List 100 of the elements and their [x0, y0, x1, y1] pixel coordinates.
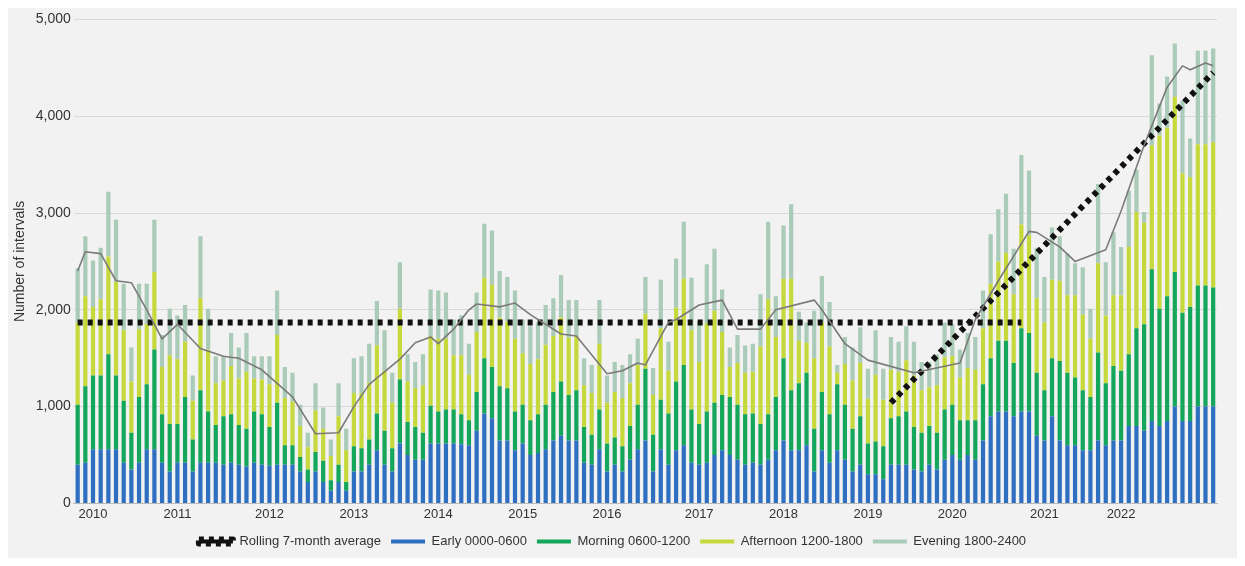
bar [735, 334, 740, 364]
bar [689, 330, 694, 410]
bar [244, 466, 249, 503]
bar [973, 420, 978, 460]
bar [428, 405, 433, 444]
bar [1203, 285, 1208, 407]
bar [221, 380, 226, 417]
bar [950, 404, 955, 455]
bar [459, 414, 464, 445]
bar [351, 446, 356, 472]
bar [850, 471, 855, 503]
legend-label: Early 0000-0600 [431, 533, 527, 549]
bar [658, 328, 663, 400]
bar [236, 378, 241, 425]
bar [236, 464, 241, 503]
bar [858, 464, 863, 503]
bar [489, 230, 495, 285]
bar [865, 398, 871, 444]
bar [466, 374, 472, 421]
bar [965, 455, 970, 503]
bar [359, 393, 364, 449]
bar [520, 353, 525, 405]
bar [996, 411, 1001, 503]
bar [635, 364, 640, 405]
bar [551, 392, 556, 441]
bar [1026, 333, 1032, 412]
bar [405, 455, 410, 503]
bar [528, 420, 533, 455]
bar [1057, 236, 1062, 281]
bar [988, 358, 993, 417]
bar [758, 464, 763, 503]
bar [1172, 406, 1177, 503]
bar [919, 471, 924, 503]
bar [850, 347, 855, 381]
bar [1172, 272, 1177, 407]
bar [627, 383, 633, 426]
bar [888, 336, 894, 370]
bar [704, 462, 709, 503]
bar [842, 459, 848, 503]
bar [1134, 169, 1139, 213]
bar [1011, 363, 1016, 417]
bar [413, 426, 418, 460]
bar [259, 464, 264, 503]
bar [750, 462, 755, 503]
bar [773, 336, 778, 397]
bar [612, 392, 617, 438]
bar [919, 432, 924, 472]
bar [305, 482, 310, 503]
bar [1195, 144, 1200, 286]
bar [328, 455, 333, 481]
bar [1080, 267, 1085, 315]
bar [436, 338, 441, 412]
x-tick-label: 2017 [684, 505, 714, 521]
bar [443, 338, 449, 410]
x-tick-label: 2012 [255, 505, 284, 521]
bar [152, 449, 157, 503]
bar [244, 428, 249, 467]
bar [528, 326, 533, 365]
bar [735, 363, 740, 405]
bar [658, 399, 663, 450]
bar [451, 443, 456, 503]
bar [604, 375, 610, 403]
bar [420, 385, 426, 433]
bar [121, 283, 126, 331]
y-tick-label: 0 [63, 494, 72, 511]
bar [758, 424, 763, 465]
bar [382, 370, 387, 431]
bar [1203, 406, 1208, 503]
bar [627, 459, 633, 503]
bar [275, 464, 280, 503]
bar [750, 343, 755, 372]
bar [581, 358, 587, 386]
bar [512, 411, 518, 451]
bar [1057, 361, 1062, 441]
bar [213, 356, 218, 384]
bar [589, 464, 594, 503]
bar [474, 430, 479, 503]
bar [405, 381, 410, 423]
bar [182, 396, 188, 463]
bar [90, 260, 96, 307]
bar [205, 462, 211, 503]
bar [344, 490, 349, 503]
bar [167, 355, 172, 425]
bar [1111, 440, 1116, 503]
bar [881, 479, 886, 503]
bar [1019, 328, 1024, 412]
bar [1142, 212, 1147, 223]
bar [697, 464, 702, 503]
bar [321, 428, 326, 461]
bar [321, 482, 326, 503]
bar [75, 322, 80, 405]
bar [812, 471, 817, 503]
bar [1088, 338, 1093, 397]
bar [129, 469, 134, 503]
bar [390, 448, 395, 472]
bar [497, 440, 502, 503]
bar [842, 404, 848, 460]
bar [1134, 212, 1139, 329]
y-tick-label: 1,000 [35, 397, 72, 414]
bar [459, 355, 464, 415]
